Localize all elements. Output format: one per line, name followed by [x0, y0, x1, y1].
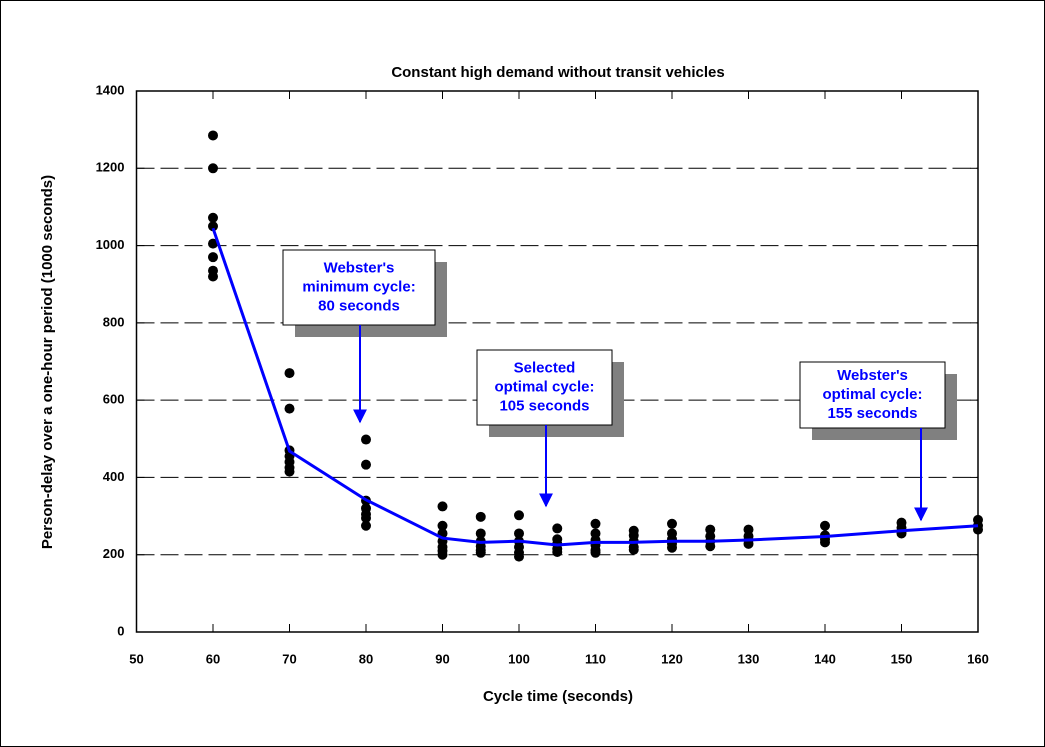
point [361, 459, 371, 470]
y-tick-label: 1400 [96, 82, 125, 97]
point [361, 513, 371, 524]
x-tick-label: 60 [206, 651, 220, 666]
annotation-text: Webster's [837, 367, 908, 384]
annotation-box [799, 361, 946, 429]
point [705, 541, 716, 552]
chart-title: Constant high demand without transit veh… [391, 64, 724, 81]
point [552, 523, 563, 534]
point [361, 520, 371, 531]
annotation-text: Webster's [324, 259, 395, 276]
point [628, 544, 639, 555]
annotation: Selected optimal cycle: 105 seconds [476, 349, 624, 508]
point [284, 403, 295, 414]
point [361, 434, 371, 445]
point [514, 551, 524, 562]
point [514, 528, 524, 539]
plot-frame [135, 90, 979, 633]
point [475, 528, 486, 539]
point [820, 520, 830, 531]
annotation-text: 105 seconds [499, 397, 589, 414]
point [208, 212, 218, 223]
x-axis-label: Cycle time (seconds) [483, 688, 633, 705]
point [820, 537, 830, 548]
point [514, 510, 524, 521]
point [590, 547, 601, 558]
y-tick-label: 0 [117, 623, 124, 638]
annotation-text: optimal cycle: [822, 386, 922, 403]
y-tick-label: 800 [103, 314, 125, 329]
point [475, 511, 486, 522]
point [208, 130, 218, 141]
point [208, 163, 218, 174]
y-tick-label: 1200 [96, 160, 125, 175]
point [437, 520, 448, 531]
x-tick-label: 50 [129, 651, 143, 666]
x-tick-label: 100 [508, 651, 530, 666]
x-tick-label: 70 [282, 651, 296, 666]
annotation: Webster's optimal cycle: 155 seconds [799, 361, 957, 522]
x-tick-label: 160 [967, 651, 989, 666]
point [590, 518, 601, 529]
line [211, 227, 979, 547]
x-tick-label: 80 [359, 651, 373, 666]
x-tick-label: 130 [738, 651, 760, 666]
annotation: Webster's minimum cycle: 80 seconds [282, 249, 447, 424]
point [208, 221, 218, 232]
point [667, 542, 677, 553]
annotation-text: 155 seconds [827, 405, 917, 422]
y-axis-label: Person-delay over a one-hour period (100… [39, 175, 56, 549]
point [437, 501, 448, 512]
annotation-box [476, 349, 613, 426]
annotation-text: minimum cycle: [302, 278, 415, 295]
point [208, 252, 218, 263]
x-tick-label: 120 [661, 651, 683, 666]
point [667, 518, 677, 529]
y-tick-label: 1000 [96, 237, 125, 252]
annotation-text: 80 seconds [318, 297, 400, 314]
x-tick-label: 110 [585, 651, 606, 666]
annotation-text: Selected [514, 359, 576, 376]
point [208, 271, 218, 282]
point [284, 466, 295, 477]
y-tick-label: 600 [103, 392, 125, 407]
point [475, 547, 486, 558]
point [552, 547, 563, 558]
x-tick-label: 140 [814, 651, 836, 666]
point [208, 238, 218, 249]
y-tick-label: 200 [103, 546, 125, 561]
annotation-box [282, 249, 436, 326]
y-tick-label: 400 [103, 469, 125, 484]
x-tick-label: 150 [891, 651, 913, 666]
annotation-text: optimal cycle: [494, 378, 594, 395]
point [284, 368, 295, 379]
point [437, 549, 448, 560]
x-tick-label: 90 [435, 651, 449, 666]
